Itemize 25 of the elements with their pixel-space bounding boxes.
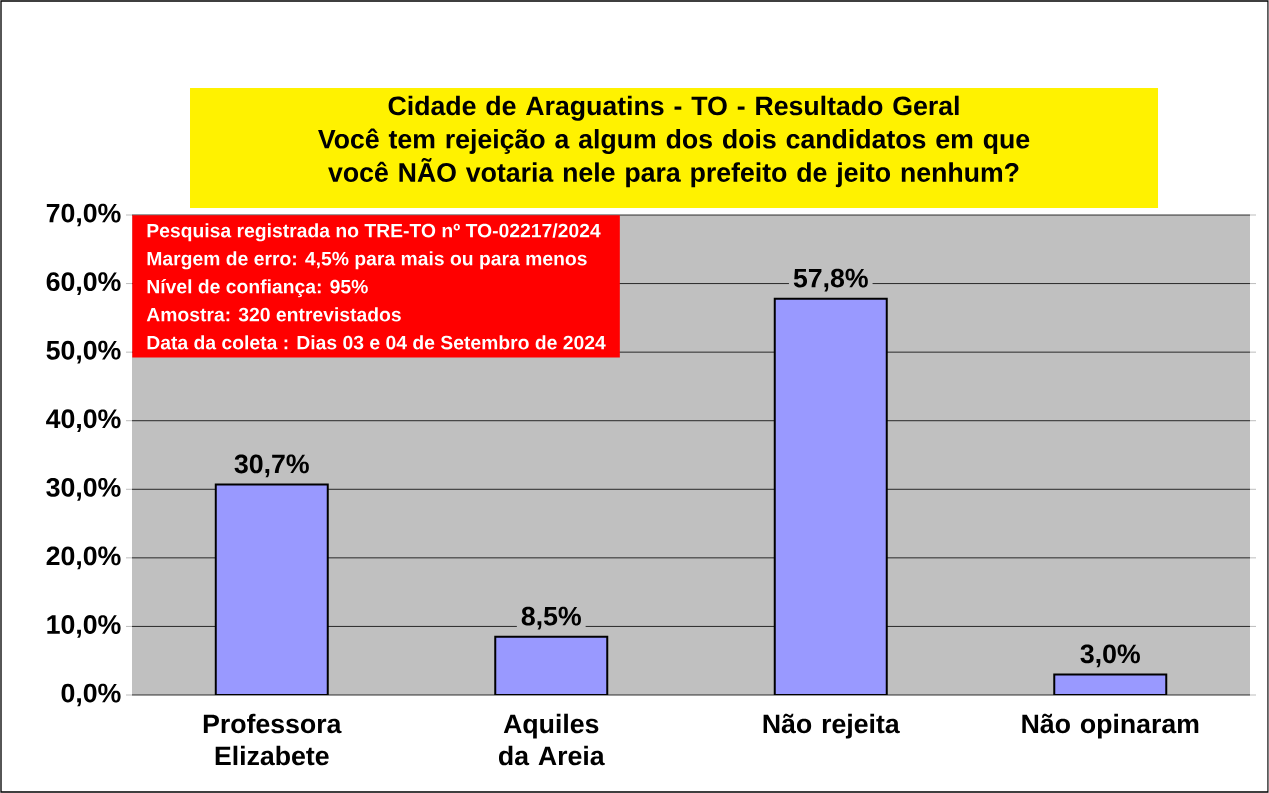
bar bbox=[773, 297, 888, 695]
annotation: Data da coleta : Dias 03 e 04 de Setembro de 2024 bbox=[147, 335, 606, 350]
annotation: Margem de erro: 4,5% para mais ou para menos bbox=[147, 251, 587, 270]
data-label: 30,7% bbox=[234, 454, 309, 478]
data-label: 8,5% bbox=[521, 606, 581, 630]
y-tick-label: 60,0% bbox=[46, 272, 121, 295]
x-tick-label: Professora Elizabete bbox=[203, 713, 342, 766]
y-tick-label: 70,0% bbox=[46, 203, 121, 227]
y-tick-label: 10,0% bbox=[47, 615, 121, 638]
annotation: Amostra: 320 entrevistados bbox=[146, 307, 401, 322]
annotation: Pesquisa registrada no TRE-TO nº TO-02217/2024 bbox=[147, 223, 601, 242]
annotation: Nível de confiança: 95% bbox=[147, 279, 368, 298]
x-tick-label: Aquiles da Areia bbox=[498, 713, 605, 766]
y-tick-label: 40,0% bbox=[46, 409, 121, 433]
y-tick-label: 50,0% bbox=[46, 340, 121, 364]
bar bbox=[494, 635, 609, 695]
y-tick-label: 30,0% bbox=[46, 477, 121, 501]
x-tick-label: Não opinaram bbox=[1022, 713, 1199, 739]
data-label: 57,8% bbox=[793, 268, 868, 292]
chart-title: Cidade de Araguatins - TO - Resultado Geral bbox=[388, 95, 959, 121]
y-tick-label: 20,0% bbox=[46, 546, 121, 570]
x-tick-label: Não rejeita bbox=[763, 713, 900, 739]
data-label: 3,0% bbox=[1080, 644, 1140, 668]
chart-subtitle: Você tem rejeição a algum dos dois candidatos em que você NÃO votaria nele para prefeito de jeito nenhum? bbox=[318, 128, 1030, 188]
y-tick-label: 0,0% bbox=[61, 683, 121, 707]
